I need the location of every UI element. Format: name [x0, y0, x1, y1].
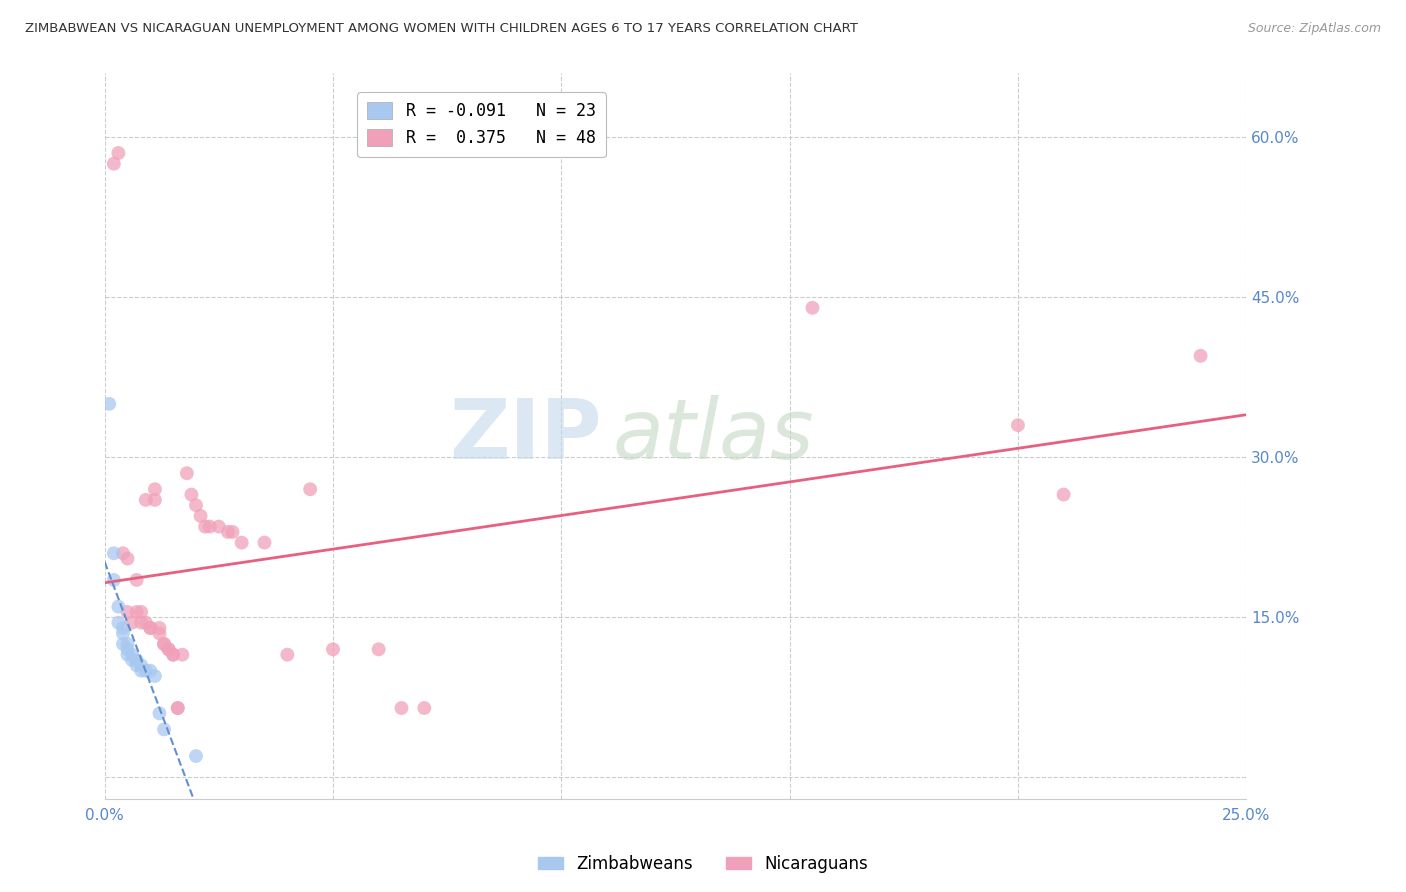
Point: [129, 605, 152, 619]
Point: [184, 749, 207, 764]
Point: [143, 669, 166, 683]
Point: [143, 492, 166, 507]
Point: [125, 658, 148, 673]
Point: [157, 642, 180, 657]
Text: ZIMBABWEAN VS NICARAGUAN UNEMPLOYMENT AMONG WOMEN WITH CHILDREN AGES 6 TO 17 YEA: ZIMBABWEAN VS NICARAGUAN UNEMPLOYMENT AM…: [25, 22, 858, 36]
Point: [148, 706, 170, 721]
Point: [157, 642, 180, 657]
Text: atlas: atlas: [613, 395, 814, 476]
Point: [143, 482, 166, 496]
Point: [276, 648, 298, 662]
Point: [129, 664, 152, 678]
Point: [103, 546, 125, 560]
Point: [111, 546, 134, 560]
Point: [139, 621, 162, 635]
Text: Source: ZipAtlas.com: Source: ZipAtlas.com: [1247, 22, 1381, 36]
Point: [121, 615, 143, 630]
Point: [135, 615, 157, 630]
Point: [299, 482, 322, 496]
Point: [139, 664, 162, 678]
Point: [190, 508, 212, 523]
Point: [107, 146, 129, 161]
Point: [180, 487, 202, 501]
Point: [194, 519, 217, 533]
Point: [208, 519, 231, 533]
Point: [107, 615, 129, 630]
Text: ZIP: ZIP: [449, 395, 602, 476]
Point: [367, 642, 389, 657]
Point: [231, 535, 253, 549]
Point: [1052, 487, 1074, 501]
Point: [162, 648, 184, 662]
Point: [107, 599, 129, 614]
Point: [125, 605, 148, 619]
Point: [184, 498, 207, 512]
Point: [153, 637, 176, 651]
Point: [221, 524, 243, 539]
Legend: Zimbabweans, Nicaraguans: Zimbabweans, Nicaraguans: [531, 848, 875, 880]
Point: [125, 573, 148, 587]
Point: [166, 701, 188, 715]
Point: [129, 615, 152, 630]
Point: [148, 621, 170, 635]
Point: [111, 621, 134, 635]
Point: [1007, 418, 1029, 433]
Point: [198, 519, 221, 533]
Point: [253, 535, 276, 549]
Point: [103, 157, 125, 171]
Point: [111, 626, 134, 640]
Legend: R = -0.091   N = 23, R =  0.375   N = 48: R = -0.091 N = 23, R = 0.375 N = 48: [357, 92, 606, 157]
Point: [135, 492, 157, 507]
Point: [322, 642, 344, 657]
Point: [166, 701, 188, 715]
Point: [176, 467, 198, 481]
Point: [413, 701, 436, 715]
Point: [162, 648, 184, 662]
Point: [117, 605, 139, 619]
Point: [391, 701, 413, 715]
Point: [217, 524, 239, 539]
Point: [121, 653, 143, 667]
Point: [125, 653, 148, 667]
Point: [129, 658, 152, 673]
Point: [111, 637, 134, 651]
Point: [117, 551, 139, 566]
Point: [1189, 349, 1212, 363]
Point: [117, 637, 139, 651]
Point: [153, 723, 176, 737]
Point: [801, 301, 824, 315]
Point: [139, 621, 162, 635]
Point: [172, 648, 194, 662]
Point: [103, 573, 125, 587]
Point: [98, 397, 121, 411]
Point: [117, 642, 139, 657]
Point: [121, 648, 143, 662]
Point: [117, 648, 139, 662]
Point: [135, 664, 157, 678]
Point: [153, 637, 176, 651]
Point: [148, 626, 170, 640]
